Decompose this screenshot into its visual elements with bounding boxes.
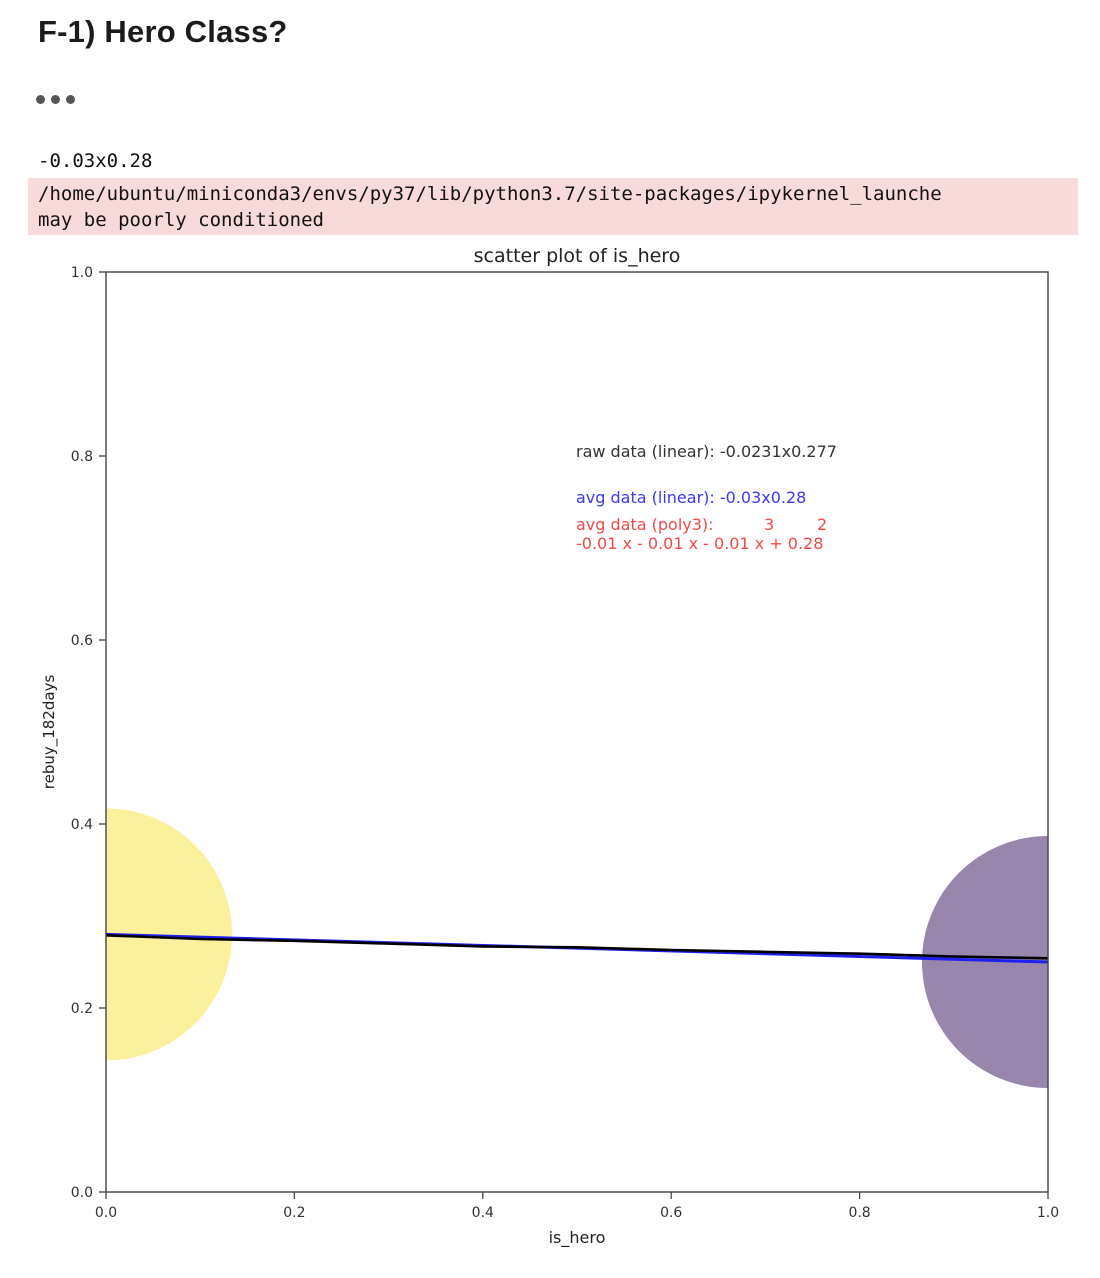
poly3-fit-line <box>106 934 1048 960</box>
y-tick-label: 0.2 <box>71 1001 93 1017</box>
x-axis-label: is_hero <box>549 1228 606 1248</box>
chart-title: scatter plot of is_hero <box>474 245 681 267</box>
x-tick-label: 0.4 <box>472 1205 494 1221</box>
x-tick-label: 0.8 <box>848 1205 870 1221</box>
plot-area <box>106 272 1048 1192</box>
annotation-raw-linear: raw data (linear): -0.0231x0.277 <box>576 442 837 461</box>
y-tick-label: 0.4 <box>71 817 93 833</box>
cell-heading: F-1) Hero Class? <box>38 14 288 49</box>
annotation-poly3-exponent: 2 <box>817 515 827 534</box>
scatter-point <box>922 836 1048 1088</box>
y-tick-label: 0.0 <box>71 1185 93 1201</box>
plot-frame <box>105 271 1049 1193</box>
collapsed-input-ellipsis-icon[interactable] <box>36 92 86 106</box>
y-tick-label: 0.8 <box>71 449 93 465</box>
x-tick-label: 0.0 <box>95 1205 117 1221</box>
x-tick-label: 1.0 <box>1037 1205 1059 1221</box>
y-axis-label: rebuy_182days <box>40 675 59 790</box>
annotation-poly3-exponent: 3 <box>764 515 774 534</box>
x-tick-label: 0.2 <box>283 1205 305 1221</box>
annotation-avg-poly3-title: avg data (poly3): <box>576 515 714 534</box>
stdout-output: -0.03x0.28 <box>38 150 153 172</box>
stderr-output: /home/ubuntu/miniconda3/envs/py37/lib/py… <box>28 178 1078 235</box>
stderr-line: may be poorly conditioned <box>38 209 324 231</box>
y-tick-label: 1.0 <box>71 265 93 281</box>
scatter-chart: scatter plot of is_hero 0.0 0.2 0.4 0.6 0.8 1… <box>40 245 1059 1248</box>
annotation-avg-linear: avg data (linear): -0.03x0.28 <box>576 488 806 507</box>
y-tick-label: 0.6 <box>71 633 93 649</box>
annotation-avg-poly3-equation: -0.01 x - 0.01 x - 0.01 x + 0.28 <box>576 534 823 553</box>
scatter-point <box>106 808 232 1061</box>
x-tick-label: 0.6 <box>660 1205 682 1221</box>
stderr-line: /home/ubuntu/miniconda3/envs/py37/lib/py… <box>38 183 942 205</box>
